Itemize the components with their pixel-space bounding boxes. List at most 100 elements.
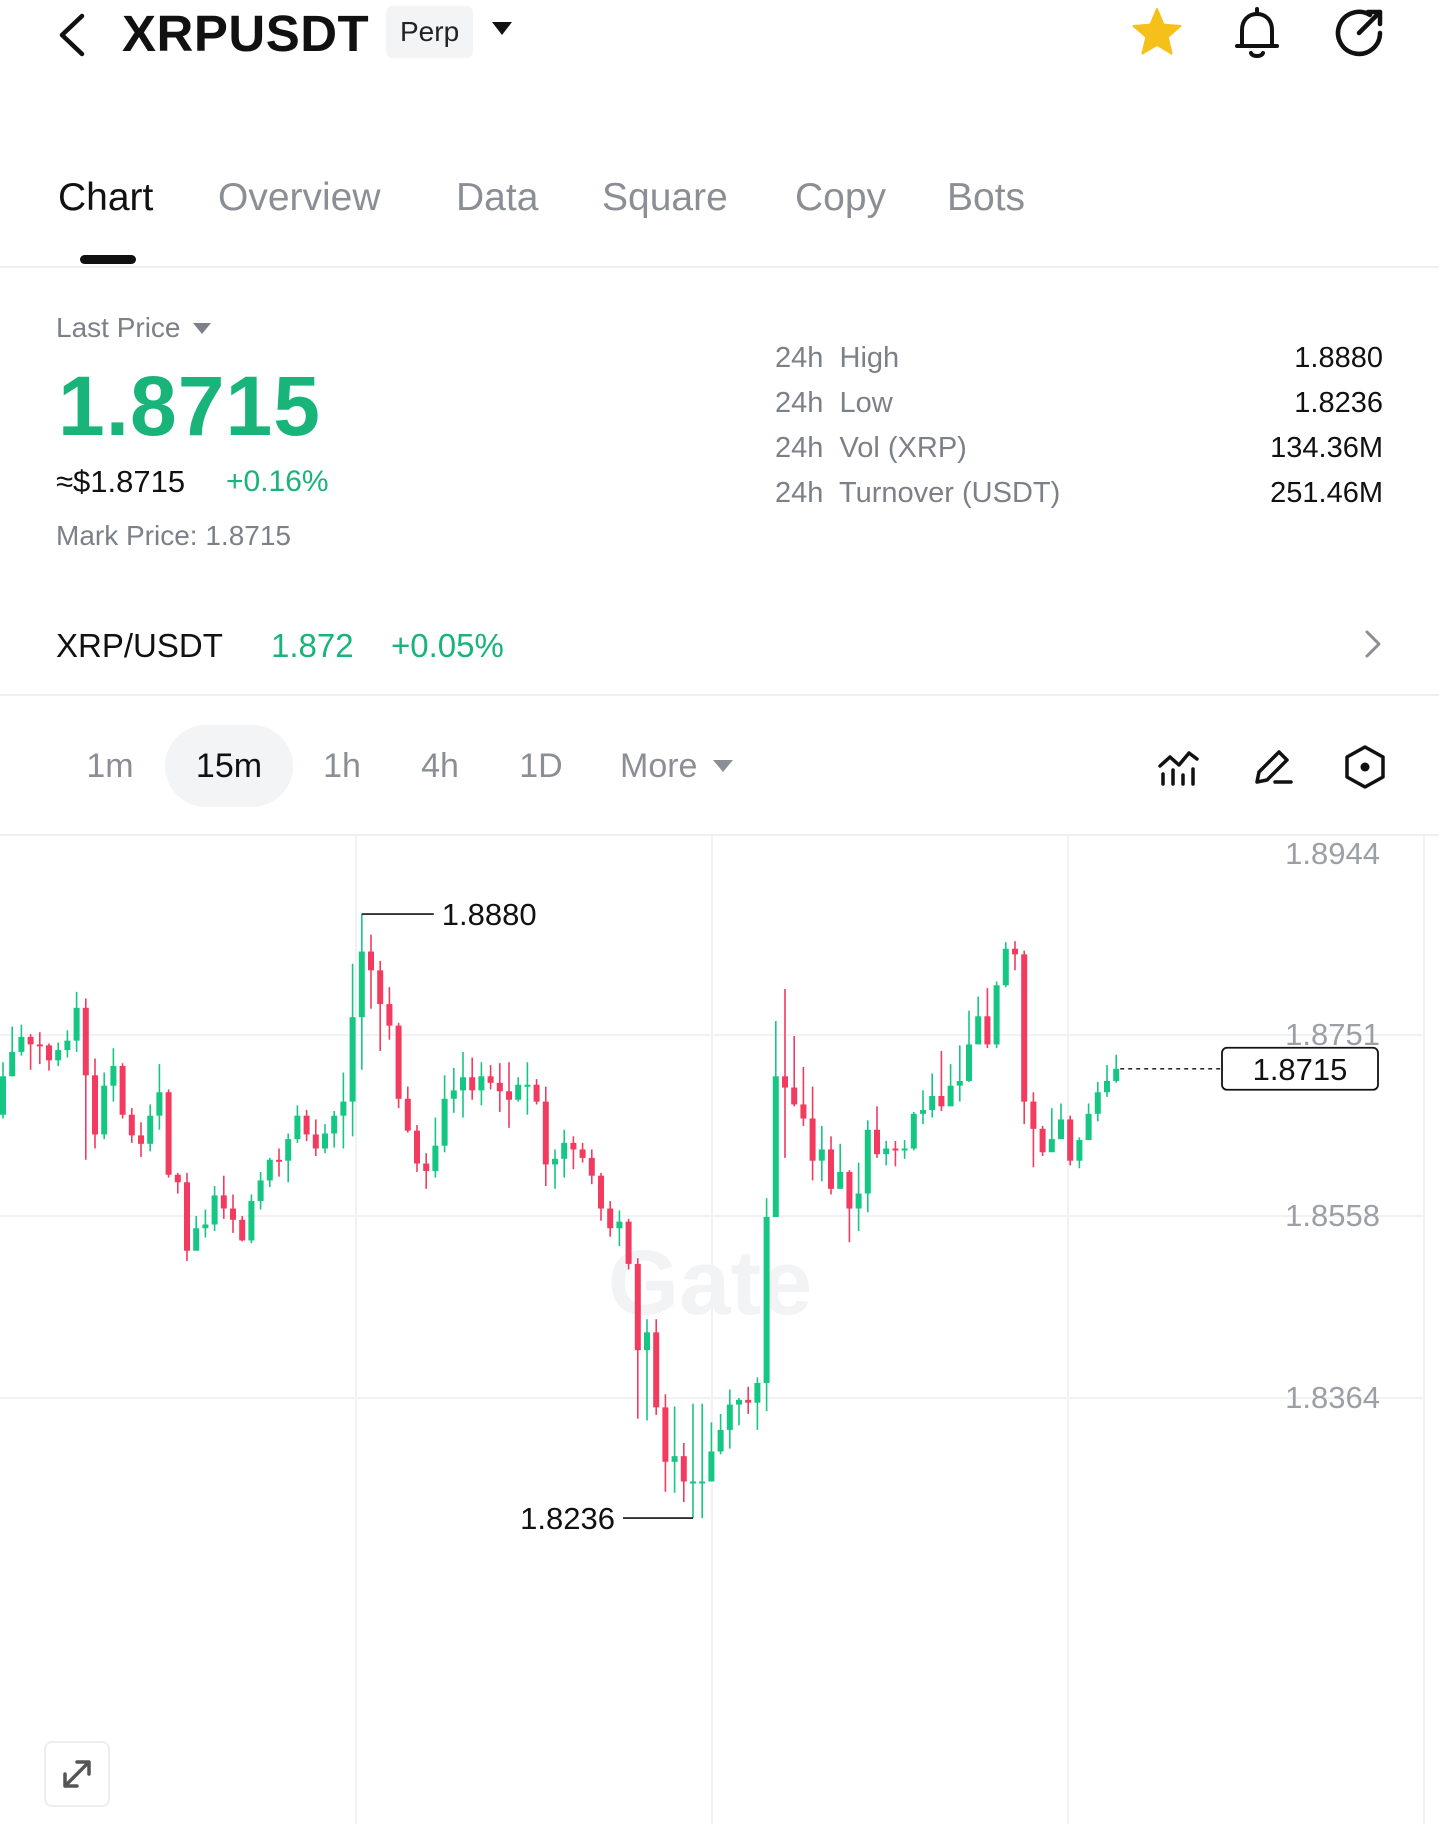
candle-body <box>404 1098 411 1131</box>
candle-body <box>699 1481 706 1484</box>
candle-body <box>487 1076 494 1083</box>
tab-square[interactable]: Square <box>602 176 728 219</box>
current-price-box <box>1221 1046 1379 1091</box>
candle-body <box>1094 1092 1101 1114</box>
candle-body <box>92 1075 98 1135</box>
interval-1h[interactable]: 1h <box>323 747 361 785</box>
candle-body <box>561 1142 568 1159</box>
candle-body <box>64 1040 71 1051</box>
stat-label-volume: 24h Vol (XRP) <box>775 432 967 464</box>
back-button[interactable] <box>48 6 98 62</box>
candle-body <box>110 1065 117 1086</box>
drawing-tools-button[interactable] <box>1247 742 1297 792</box>
usd-price: ≈$1.8715 <box>56 464 186 499</box>
candle-body <box>772 1076 779 1217</box>
price-type-selector[interactable]: Last Price <box>56 308 211 348</box>
candle-body <box>506 1091 512 1100</box>
stat-value-low: 1.8236 <box>1294 387 1383 419</box>
candle-body <box>846 1171 853 1209</box>
candle-body <box>634 1263 641 1351</box>
alert-button[interactable] <box>1228 4 1286 62</box>
expand-icon <box>63 1760 91 1788</box>
chart-settings-button[interactable] <box>1340 742 1390 792</box>
candle-body <box>496 1082 503 1092</box>
candle-body <box>386 1004 393 1026</box>
candle-body <box>331 1115 338 1134</box>
candle-body <box>607 1208 614 1229</box>
high-low-labels: 1.8880 1.8236 <box>361 897 693 1536</box>
candle-body <box>211 1195 218 1225</box>
candle-body <box>349 1017 356 1102</box>
candle-body <box>1085 1113 1092 1141</box>
candle-body <box>450 1090 457 1099</box>
candle-body <box>644 1332 650 1351</box>
candle-body <box>1012 948 1018 955</box>
candle-body <box>138 1135 144 1144</box>
tab-bots[interactable]: Bots <box>947 176 1026 219</box>
candle-body <box>119 1065 126 1115</box>
fullscreen-button[interactable] <box>44 1741 110 1807</box>
candle-body <box>1030 1101 1037 1129</box>
candle-body <box>837 1171 844 1189</box>
candles <box>0 914 1120 1519</box>
indicators-button[interactable] <box>1153 742 1203 792</box>
tab-data[interactable]: Data <box>456 176 539 219</box>
contract-type-badge[interactable]: Perp <box>386 6 474 58</box>
candle-body <box>524 1084 531 1087</box>
candle-body <box>653 1332 660 1408</box>
candle-body <box>460 1077 466 1091</box>
candle-body <box>782 1076 788 1088</box>
candle-body <box>174 1174 181 1183</box>
candle-body <box>671 1456 678 1462</box>
candle-body <box>377 970 384 1005</box>
symbol-title[interactable]: XRPUSDT <box>122 5 370 62</box>
candle-body <box>73 1007 80 1041</box>
interval-1d[interactable]: 1D <box>519 747 563 785</box>
candle-body <box>36 1044 43 1047</box>
candle-body <box>938 1095 945 1107</box>
candle-body <box>55 1050 62 1061</box>
candle-body <box>469 1077 476 1091</box>
candle-body <box>680 1456 687 1482</box>
candle-body <box>368 951 374 971</box>
mark-price-value: 1.8715 <box>205 520 291 551</box>
candlestick-chart[interactable]: Gate 1.8944 1.8751 1.8558 1.8364 1.8880 1.82… <box>0 836 1439 1824</box>
candle-body <box>101 1085 108 1135</box>
y-tick-label: 1.8944 <box>1285 836 1380 871</box>
stat-value-turnover: 251.46M <box>1270 477 1383 509</box>
price-axis: 1.8944 1.8751 1.8558 1.8364 <box>1285 836 1380 1415</box>
candle-body <box>230 1208 236 1220</box>
candle-body <box>910 1113 917 1149</box>
favorite-button[interactable] <box>1128 4 1186 62</box>
share-button[interactable] <box>1330 4 1388 62</box>
interval-1m[interactable]: 1m <box>86 747 134 785</box>
price-type-label: Last Price <box>56 312 181 343</box>
candle-body <box>625 1221 632 1264</box>
candle-body <box>322 1133 328 1149</box>
more-intervals-button[interactable]: More <box>620 725 734 807</box>
tab-copy[interactable]: Copy <box>795 176 887 219</box>
caret-down-icon <box>713 760 734 772</box>
tab-chart[interactable]: Chart <box>58 176 154 219</box>
candle-body <box>147 1115 154 1144</box>
candle-body <box>800 1104 807 1119</box>
stat-label-high: 24h High <box>775 342 900 374</box>
spot-pair: XRP/USDT <box>56 627 223 664</box>
candle-body <box>303 1115 310 1135</box>
candle-body <box>947 1085 954 1107</box>
candle-body <box>662 1407 669 1462</box>
tab-overview[interactable]: Overview <box>218 176 381 219</box>
share-icon <box>1335 9 1383 57</box>
candle-body <box>818 1149 825 1161</box>
spot-market-row[interactable]: XRP/USDT 1.872 +0.05% <box>0 612 1439 680</box>
symbol-dropdown-icon[interactable] <box>492 22 512 35</box>
current-price-label: 1.8715 <box>1253 1052 1348 1087</box>
price-change-percent: +0.16% <box>226 465 329 498</box>
interval-15m[interactable]: 15m <box>165 725 293 807</box>
stat-value-volume: 134.36M <box>1270 432 1383 464</box>
candle-body <box>248 1201 255 1241</box>
interval-4h[interactable]: 4h <box>421 747 459 785</box>
candle-body <box>929 1095 936 1111</box>
candle-body <box>901 1148 908 1151</box>
candle-body <box>220 1195 227 1209</box>
